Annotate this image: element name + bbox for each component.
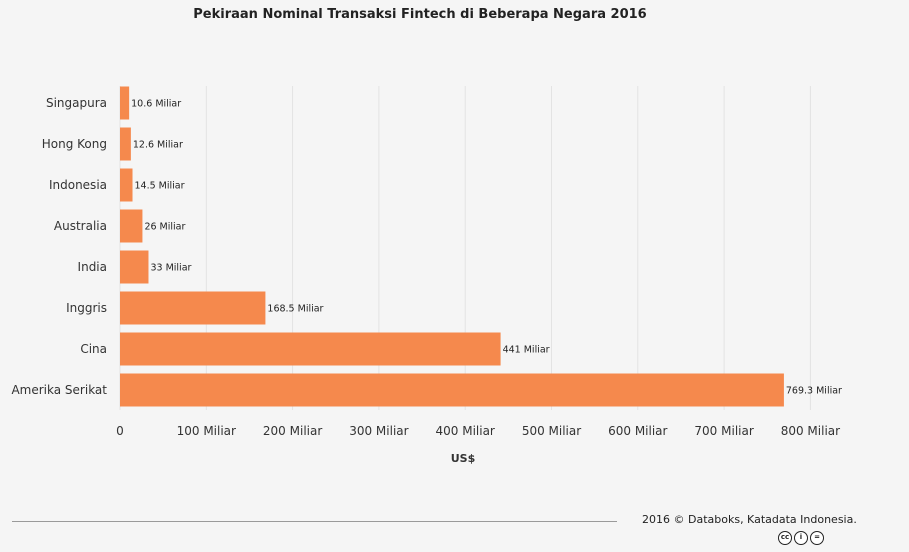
bar	[120, 250, 149, 284]
x-tick-label: 500 Miliar	[522, 424, 581, 438]
data-label: 12.6 Miliar	[133, 140, 183, 151]
footer-divider	[12, 521, 617, 522]
data-label: 769.3 Miliar	[786, 386, 842, 397]
source-credit: 2016 © Databoks, Katadata Indonesia.	[642, 513, 857, 526]
x-tick-label: 700 Miliar	[694, 424, 753, 438]
category-labels: Singapura Hong Kong Indonesia Australia Indi…	[11, 96, 107, 397]
data-label: 14.5 Miliar	[135, 181, 185, 192]
category-label: Indonesia	[49, 178, 107, 192]
x-tick-label: 600 Miliar	[608, 424, 667, 438]
category-label: Inggris	[66, 301, 107, 315]
bar	[120, 332, 501, 366]
bar	[120, 209, 143, 243]
category-label: Australia	[54, 219, 107, 233]
data-label: 441 Miliar	[503, 345, 550, 356]
x-tick-label: 100 Miliar	[177, 424, 236, 438]
x-tick-label: 0	[116, 424, 124, 438]
by-icon: i	[794, 531, 808, 545]
data-label: 26 Miliar	[144, 222, 185, 233]
bar	[120, 373, 784, 407]
license-icons: cc i =	[778, 531, 824, 545]
grid-lines	[119, 86, 811, 410]
category-label: India	[78, 260, 107, 274]
category-label: Singapura	[46, 96, 107, 110]
data-labels: 10.6 Miliar 12.6 Miliar 14.5 Miliar 26 Mili…	[131, 99, 842, 397]
bar	[120, 127, 131, 161]
data-label: 168.5 Miliar	[267, 304, 323, 315]
bar	[120, 168, 133, 202]
bars	[120, 86, 784, 407]
category-label: Amerika Serikat	[11, 383, 107, 397]
chart-title: Pekiraan Nominal Transaksi Fintech di Be…	[193, 7, 646, 22]
category-label: Cina	[80, 342, 107, 356]
x-tick-label: 800 Miliar	[781, 424, 840, 438]
category-label: Hong Kong	[42, 137, 107, 151]
data-label: 33 Miliar	[150, 263, 191, 274]
data-label: 10.6 Miliar	[131, 99, 181, 110]
x-tick-label: 200 Miliar	[263, 424, 322, 438]
cc-icon: cc	[778, 531, 792, 545]
x-axis-title: US$	[451, 452, 476, 465]
x-tick-label: 400 Miliar	[436, 424, 495, 438]
x-tick-label: 300 Miliar	[349, 424, 408, 438]
x-tick-labels: 0 100 Miliar 200 Miliar 300 Miliar 400 Milia…	[116, 424, 840, 438]
nd-icon: =	[810, 531, 824, 545]
bar	[120, 291, 266, 325]
bar	[120, 86, 130, 120]
